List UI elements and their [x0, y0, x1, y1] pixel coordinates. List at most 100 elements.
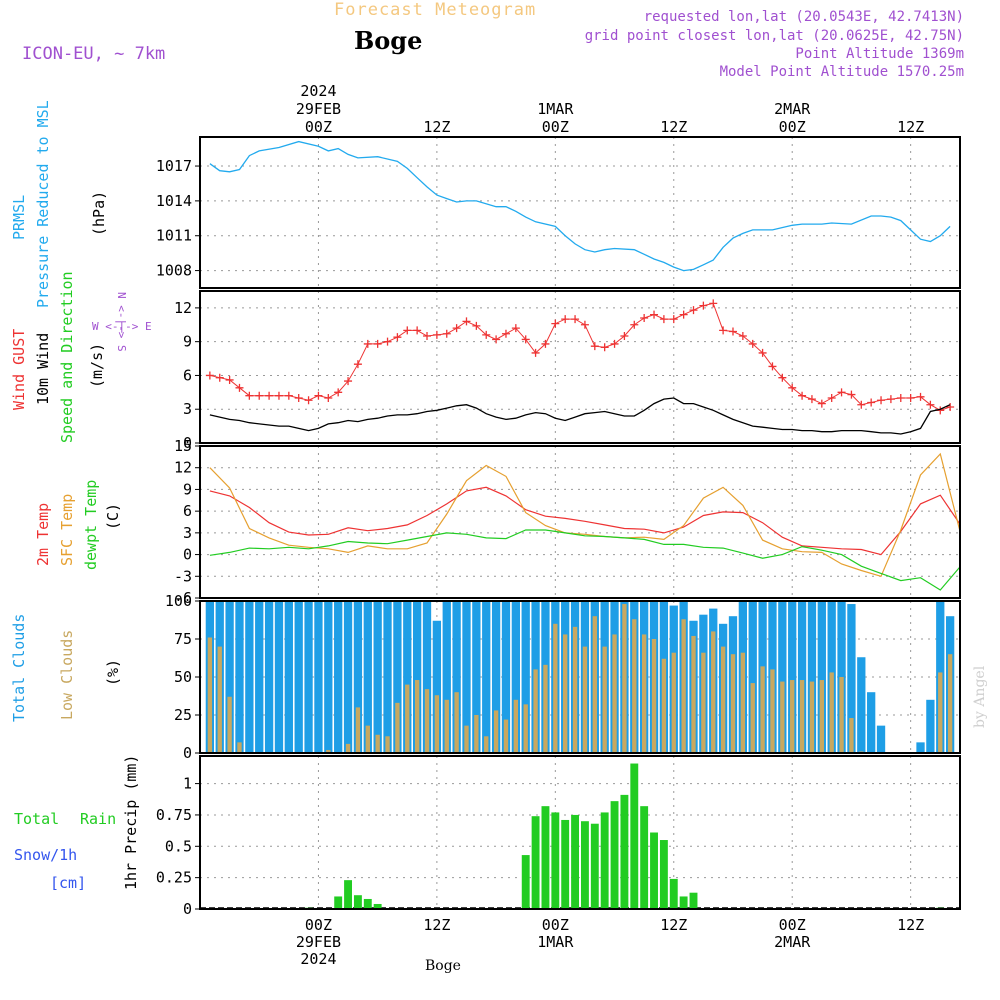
gust-marker [689, 306, 698, 315]
gust-marker [551, 319, 560, 328]
gust-marker [413, 326, 422, 335]
gust-marker [472, 321, 481, 330]
low-cloud-bar [760, 666, 765, 753]
bottom-time-label: 1MAR [537, 933, 574, 951]
total-cloud-bar [403, 601, 412, 753]
wind10-line [209, 397, 951, 435]
low-cloud-bar [612, 634, 617, 753]
low-cloud-bar [780, 681, 785, 753]
low-cloud-bar [711, 631, 716, 753]
low-cloud-bar [720, 646, 726, 753]
snow-unit: [cm] [50, 874, 87, 892]
rain-bar [689, 892, 698, 909]
gust-marker [738, 332, 747, 341]
total-cloud-bar [334, 601, 343, 753]
temperature-y-tick-label: 6 [183, 502, 192, 520]
gust-marker [709, 299, 718, 308]
clouds-y-tick-label: 0 [183, 744, 192, 762]
gridlines [200, 137, 960, 910]
rain-bar [620, 794, 629, 909]
pressure-y-tick-label: 1008 [156, 262, 192, 280]
gust-marker [600, 343, 609, 352]
total-cloud-bar [274, 601, 284, 753]
bottom-time-label: 2MAR [774, 933, 811, 951]
top-time-label: 00Z [779, 118, 806, 136]
total-cloud-bar [304, 601, 313, 753]
total-cloud-bar [373, 601, 382, 753]
gust-marker [304, 396, 313, 405]
total-cloud-bar [393, 601, 402, 753]
gust-marker [531, 348, 540, 357]
bottom-time-label: 00Z [542, 916, 569, 934]
total-rain-label: Total [14, 810, 60, 828]
rain-bar [630, 763, 639, 909]
gust-marker [788, 383, 797, 392]
low-cloud-bar [572, 626, 578, 753]
gust-marker [383, 337, 392, 346]
gust-marker [748, 339, 757, 348]
gust-marker [274, 391, 283, 400]
low-cloud-bar [602, 646, 607, 753]
rain-bar [551, 812, 560, 909]
top-time-label: 12Z [423, 118, 450, 136]
gust-marker [728, 327, 737, 336]
low-cloud-bar [681, 619, 686, 753]
low-cloud-bar [839, 677, 844, 753]
wind-y-tick-label: 6 [183, 366, 192, 384]
gust-marker [827, 393, 836, 402]
pressure-y-tick-label: 1011 [156, 227, 192, 245]
low-cloud-bar [582, 646, 588, 753]
rain-bar [600, 812, 609, 909]
low-cloud-bar [395, 702, 400, 753]
top-time-label: 00Z [542, 118, 569, 136]
total-cloud-bar [235, 601, 244, 753]
low-cloud-bar [217, 646, 222, 753]
gust-marker [462, 317, 471, 326]
gust-marker [926, 400, 935, 409]
clouds-y-tick-label: 25 [174, 706, 192, 724]
station-name: Boge [354, 26, 423, 55]
gust-marker [640, 314, 649, 323]
low-cloud-bar [227, 696, 232, 753]
point-altitude: Point Altitude 1369m [795, 46, 964, 62]
total-cloud-bar [521, 601, 530, 753]
gust-marker [837, 388, 846, 397]
total-cloud-bar [324, 601, 333, 753]
gust-marker [344, 377, 353, 386]
bottom-time-label: 29FEB [296, 933, 341, 951]
rain-bar [353, 895, 362, 909]
temperature-y-tick-label: 15 [174, 437, 192, 455]
total-cloud-bar [482, 601, 491, 753]
wind-y-tick-label: 9 [183, 333, 192, 351]
pressure-panel-frame [199, 136, 961, 289]
gust-marker [521, 335, 530, 344]
gust-marker [511, 324, 520, 333]
gust-marker [452, 324, 461, 333]
gust-marker [571, 315, 580, 324]
pressure-line [209, 140, 951, 272]
requested-coords: requested lon,lat (20.0543E, 42.7413N) [643, 9, 964, 25]
bottom-time-label: 00Z [305, 916, 332, 934]
wind-y-tick-label: 0 [183, 434, 192, 452]
gust-marker [886, 395, 895, 404]
low-cloud-bar [484, 736, 489, 753]
rain-label: Rain [80, 810, 117, 828]
wind-y-tick-label: 3 [183, 400, 192, 418]
bottom-time-label: 00Z [779, 916, 806, 934]
gust-marker [798, 391, 807, 400]
clouds-panel-frame [199, 600, 961, 754]
total-cloud-bar [847, 604, 856, 753]
gust-marker [610, 339, 619, 348]
gust-marker [916, 392, 925, 401]
gust-marker [363, 339, 372, 348]
precipitation-y-tick-label: 0 [183, 900, 192, 918]
temperature-y-tick-label: -6 [174, 589, 192, 607]
gust-marker [590, 342, 599, 351]
gust-marker [857, 400, 866, 409]
total-cloud-bar [353, 601, 363, 753]
low-cloud-bar [523, 704, 528, 753]
low-cloud-bar [513, 699, 519, 753]
low-cloud-bar [434, 695, 440, 753]
grid-point-coords: grid point closest lon,lat (20.0625E, 42… [584, 28, 964, 44]
